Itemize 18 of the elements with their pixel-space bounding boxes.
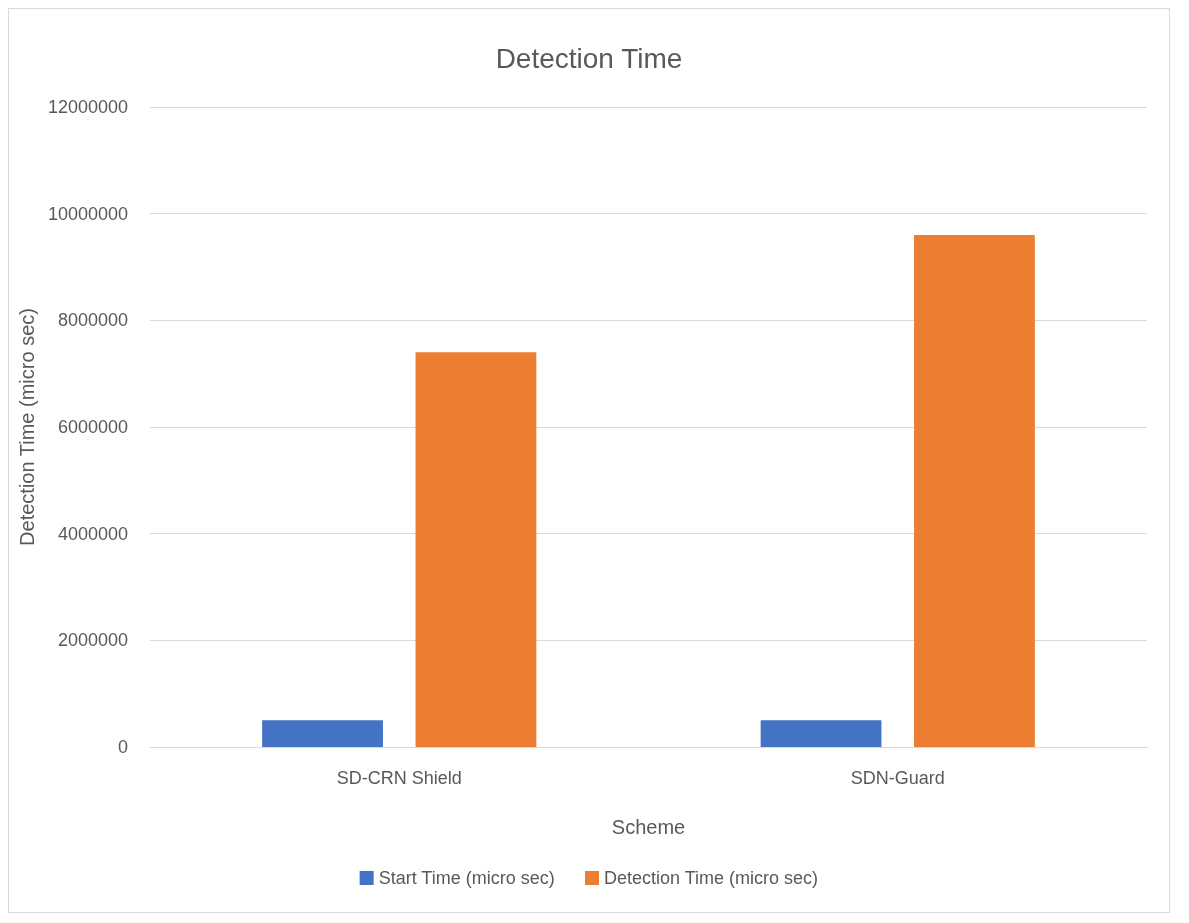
y-axis-title: Detection Time (micro sec) <box>16 308 38 546</box>
y-tick-label: 10000000 <box>47 203 128 224</box>
bar <box>415 352 537 747</box>
chart-title: Detection Time <box>495 42 683 74</box>
y-tick-label: 12000000 <box>47 97 128 117</box>
y-tick-label: 0 <box>117 737 128 757</box>
x-tick-label: SDN-Guard <box>850 768 945 788</box>
bar <box>914 235 1035 747</box>
y-tick-label: 6000000 <box>57 417 128 437</box>
bar <box>262 720 383 747</box>
y-tick-label: 2000000 <box>57 630 128 651</box>
legend-label: Detection Time (micro sec) <box>603 868 819 888</box>
bar <box>760 720 882 747</box>
x-axis-title: Scheme <box>611 816 686 838</box>
x-tick-label: SD-CRN Shield <box>336 768 462 788</box>
y-tick-label: 8000000 <box>57 310 128 331</box>
y-tick-label: 4000000 <box>57 523 128 544</box>
legend-label: Start Time (micro sec) <box>378 868 555 888</box>
